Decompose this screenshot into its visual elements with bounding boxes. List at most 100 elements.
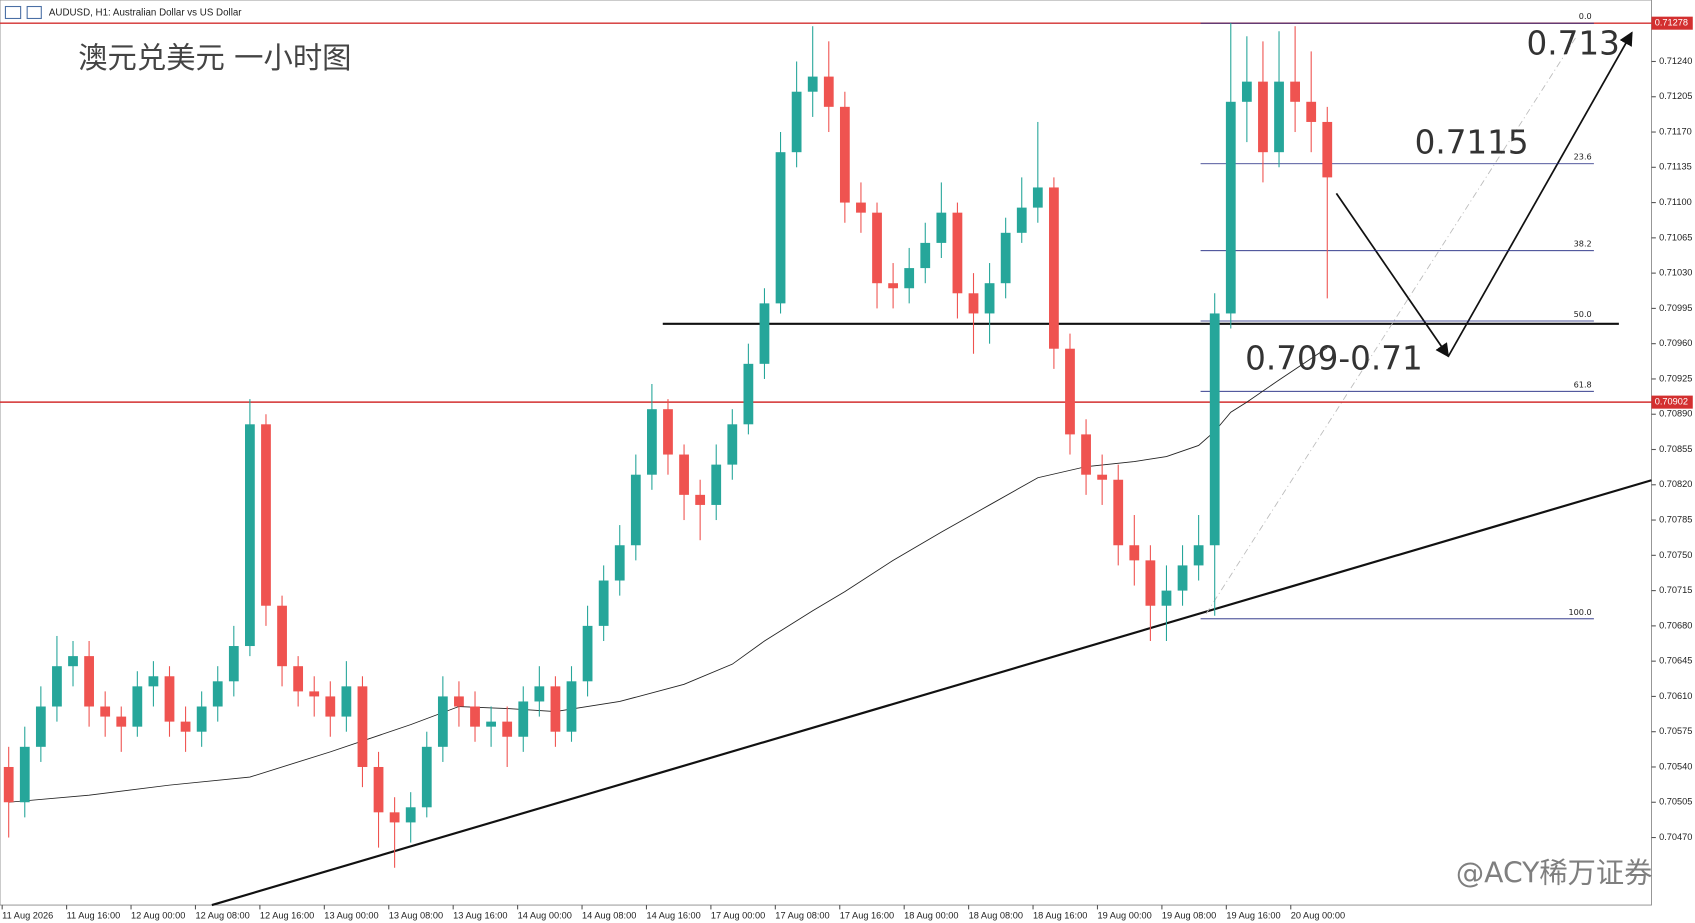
- x-tick-label: 11 Aug 2026: [2, 910, 53, 920]
- candle-body: [148, 676, 159, 687]
- candle-body: [1177, 565, 1188, 591]
- candle-body: [582, 625, 593, 682]
- x-tick-label: 14 Aug 08:00: [582, 910, 636, 920]
- candle-body: [1000, 232, 1011, 284]
- candle-body: [566, 681, 577, 732]
- y-tick-label: 0.70680: [1659, 620, 1692, 630]
- candle-body: [212, 681, 223, 707]
- candle-body: [1129, 545, 1140, 561]
- candle-body: [679, 454, 689, 495]
- candle-body: [132, 686, 143, 727]
- candle-body: [84, 656, 94, 707]
- x-tick-label: 19 Aug 08:00: [1162, 910, 1216, 920]
- x-tick-label: 18 Aug 16:00: [1033, 910, 1087, 920]
- x-tick-label: 19 Aug 16:00: [1226, 910, 1280, 920]
- candle-body: [325, 696, 336, 717]
- candle-body: [261, 424, 271, 606]
- annotation: 0.7115: [1415, 124, 1529, 162]
- x-tick-label: 18 Aug 00:00: [904, 910, 958, 920]
- fib-level-label: 0.0: [1579, 11, 1592, 21]
- price-label: 0.71278: [1655, 18, 1688, 28]
- candle-body: [630, 474, 641, 546]
- candle-body: [856, 202, 866, 213]
- y-tick-label: 0.70540: [1659, 761, 1692, 771]
- watermark: @ACY稀万证券: [1456, 857, 1652, 890]
- y-tick-label: 0.70645: [1659, 656, 1692, 666]
- fib-trend: [1205, 37, 1576, 615]
- candle-body: [3, 766, 14, 803]
- x-tick-label: 17 Aug 16:00: [840, 910, 894, 920]
- toolbar-icon[interactable]: [26, 5, 42, 20]
- y-tick-label: 0.70925: [1659, 373, 1692, 383]
- candle-body: [1113, 479, 1124, 546]
- candle-body: [405, 807, 416, 823]
- candle-body: [647, 409, 657, 475]
- y-tick-label: 0.70995: [1659, 303, 1692, 313]
- candle-body: [277, 605, 287, 667]
- fib-level-label: 100.0: [1568, 607, 1591, 617]
- candle-body: [1241, 81, 1252, 102]
- fib-level-label: 61.8: [1574, 379, 1592, 389]
- candle-body: [1032, 187, 1043, 208]
- candle-body: [872, 212, 882, 284]
- candle-body: [968, 293, 979, 314]
- candle-body: [1145, 560, 1156, 606]
- fib-level-label: 50.0: [1574, 309, 1592, 319]
- y-tick-label: 0.70715: [1659, 585, 1692, 595]
- price-label-box: [1651, 16, 1693, 30]
- candle-body: [518, 701, 529, 737]
- candle-body: [534, 686, 545, 702]
- y-tick-label: 0.70960: [1659, 338, 1692, 348]
- moving-average: [8, 347, 1328, 803]
- y-tick-label: 0.71030: [1659, 268, 1692, 278]
- x-tick-label: 19 Aug 00:00: [1097, 910, 1151, 920]
- candle-body: [1016, 207, 1027, 233]
- y-tick-label: 0.71205: [1659, 91, 1692, 101]
- candle-body: [486, 721, 496, 727]
- fib-level-label: 38.2: [1574, 239, 1592, 249]
- y-tick-label: 0.71065: [1659, 232, 1692, 242]
- y-tick-label: 0.70470: [1659, 832, 1692, 842]
- candle-body: [35, 706, 46, 747]
- price-label-box: [1651, 395, 1693, 409]
- candle-body: [839, 106, 850, 203]
- candle-body: [470, 706, 480, 727]
- chart-title: 澳元兑美元 一小时图: [78, 41, 351, 75]
- y-tick-label: 0.71135: [1659, 162, 1692, 172]
- candle-body: [293, 666, 304, 692]
- candle-body: [904, 268, 915, 289]
- toolbar-icon[interactable]: [4, 5, 22, 20]
- candle-body: [454, 696, 464, 707]
- candle-body: [743, 363, 754, 425]
- candle-body: [228, 646, 239, 682]
- candle-body: [936, 212, 947, 243]
- fib-level-label: 23.6: [1574, 152, 1592, 162]
- candle-body: [1081, 434, 1091, 475]
- candle-body: [695, 494, 706, 505]
- y-tick-label: 0.70505: [1659, 797, 1692, 807]
- candle-body: [19, 746, 30, 803]
- annotation: 0.709-0.71: [1245, 340, 1423, 378]
- candle-body: [984, 283, 995, 314]
- x-tick-label: 12 Aug 00:00: [131, 910, 185, 920]
- y-tick-label: 0.70785: [1659, 514, 1692, 524]
- candle-body: [775, 152, 786, 304]
- chart-header: AUDUSD, H1: Australian Dollar vs US Doll…: [49, 8, 242, 19]
- candle-body: [1049, 187, 1059, 349]
- candle-body: [164, 676, 175, 722]
- candle-body: [1274, 81, 1284, 153]
- x-tick-label: 14 Aug 00:00: [518, 910, 572, 920]
- candle-body: [952, 212, 963, 294]
- candle-body: [421, 746, 432, 808]
- y-tick-label: 0.71240: [1659, 56, 1692, 66]
- candle-body: [1258, 81, 1268, 153]
- candle-body: [1209, 313, 1220, 546]
- candle-body: [1306, 101, 1317, 122]
- candle-body: [1097, 474, 1108, 480]
- candle-body: [180, 721, 191, 732]
- price-label: 0.70902: [1655, 397, 1688, 407]
- candle-body: [68, 656, 78, 667]
